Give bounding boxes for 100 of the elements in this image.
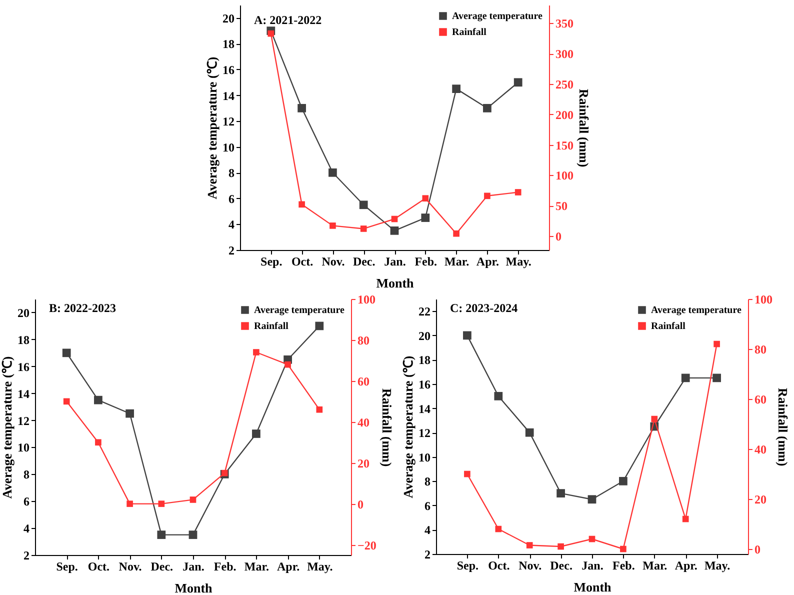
- x-tick-label: Jan.: [384, 254, 406, 268]
- x-tick-label: Mar.: [444, 254, 470, 268]
- y-axis-title: Average temperature (℃): [204, 56, 220, 200]
- point: [464, 470, 470, 478]
- y-tick-label: 10: [222, 140, 234, 154]
- y2-tick-label: 300: [556, 47, 574, 62]
- x-axis-title: Month: [574, 580, 612, 594]
- y-tick-label: 10: [18, 440, 30, 455]
- y-tick-label: 10: [418, 450, 430, 464]
- x-tick-label: Dec.: [550, 558, 572, 572]
- y-axis-title: Average temperature (℃): [0, 356, 14, 499]
- point: [315, 322, 324, 330]
- point: [588, 495, 596, 504]
- chart-title: B: 2022-2023: [49, 301, 116, 315]
- legend-label: Rainfall: [651, 321, 686, 332]
- x-tick-label: Jan.: [182, 560, 204, 574]
- x-tick-label: Feb.: [414, 254, 438, 268]
- y-tick-label: 6: [24, 494, 30, 509]
- x-tick-label: Sep.: [56, 560, 78, 574]
- y2-tick-label: 60: [358, 374, 370, 388]
- y2-tick-label: 20: [358, 456, 370, 470]
- y2-tick-label: 40: [754, 442, 766, 456]
- point: [556, 489, 565, 498]
- y2-tick-label: 0: [754, 542, 760, 556]
- x-tick-label: Feb.: [612, 558, 635, 572]
- point: [484, 192, 490, 200]
- point: [495, 526, 502, 532]
- point: [681, 374, 690, 382]
- point: [390, 226, 399, 235]
- point: [298, 104, 306, 112]
- point: [188, 530, 198, 539]
- point: [463, 331, 472, 340]
- point: [483, 104, 492, 112]
- point: [158, 500, 165, 507]
- x-tick-label: Dec.: [150, 560, 174, 574]
- y-tick-label: 20: [418, 328, 430, 343]
- y-tick-label: 4: [228, 218, 234, 232]
- y-tick-label: 2: [424, 548, 430, 562]
- point: [328, 168, 337, 177]
- point: [526, 542, 533, 548]
- y-tick-label: 20: [18, 306, 30, 320]
- y-tick-label: 12: [222, 114, 234, 129]
- y2-tick-label: 100: [358, 292, 376, 306]
- point: [558, 543, 564, 550]
- x-tick-label: Feb.: [214, 560, 236, 574]
- y2-axis-title: Rainfall (mm): [379, 388, 394, 467]
- x-tick-label: May.: [307, 560, 333, 574]
- point: [514, 78, 522, 87]
- x-tick-label: Oct.: [291, 254, 314, 268]
- x-axis-title: Month: [376, 276, 415, 290]
- point: [391, 216, 398, 222]
- y-tick-label: 14: [222, 88, 234, 103]
- y-axis-title: Average temperature (℃): [400, 356, 416, 498]
- y-tick-label: 20: [222, 11, 234, 26]
- x-tick-label: May.: [704, 558, 730, 572]
- point: [525, 428, 534, 437]
- y2-tick-label: 80: [358, 333, 370, 348]
- legend-label: Rainfall: [254, 321, 289, 332]
- point: [284, 361, 291, 368]
- y2-tick-label: 350: [556, 16, 574, 31]
- x-tick-label: Mar.: [244, 560, 269, 574]
- y-tick-label: 2: [24, 548, 30, 562]
- y-tick-label: 4: [424, 523, 430, 538]
- y-tick-label: 22: [418, 304, 430, 319]
- y-tick-label: 8: [24, 468, 30, 482]
- x-tick-label: Jan.: [582, 558, 604, 572]
- y2-axis-title: Rainfall (mm): [776, 388, 790, 466]
- y2-tick-label: 60: [754, 392, 766, 406]
- x-tick-label: Dec.: [352, 254, 376, 268]
- legend-label: Average temperature: [651, 305, 742, 316]
- y-tick-label: 2: [228, 244, 234, 258]
- point: [452, 84, 460, 93]
- y2-tick-label: 100: [556, 168, 574, 183]
- point: [316, 406, 323, 413]
- point: [422, 195, 429, 202]
- point: [360, 226, 367, 232]
- y-tick-label: 18: [222, 37, 234, 52]
- point: [253, 349, 260, 356]
- legend-label: Average temperature: [254, 305, 345, 316]
- legend-label: Average temperature: [452, 11, 543, 22]
- y2-tick-label: 40: [358, 415, 370, 430]
- point: [714, 340, 720, 348]
- y2-tick-label: 0: [358, 497, 364, 512]
- point: [330, 222, 336, 229]
- point: [514, 189, 522, 196]
- point: [620, 546, 626, 552]
- point: [63, 398, 70, 405]
- point: [712, 374, 721, 382]
- point: [252, 430, 260, 438]
- point: [95, 439, 102, 446]
- y-tick-label: 18: [418, 353, 430, 368]
- x-tick-label: Sep.: [456, 558, 479, 572]
- y-tick-label: 12: [418, 426, 430, 440]
- point: [157, 530, 166, 539]
- y2-tick-label: 150: [556, 138, 574, 152]
- chart-title: C: 2023-2024: [450, 301, 518, 315]
- y-tick-label: 4: [24, 522, 30, 536]
- x-tick-label: Oct.: [488, 558, 510, 572]
- point: [126, 500, 133, 507]
- y-tick-label: 14: [18, 386, 30, 401]
